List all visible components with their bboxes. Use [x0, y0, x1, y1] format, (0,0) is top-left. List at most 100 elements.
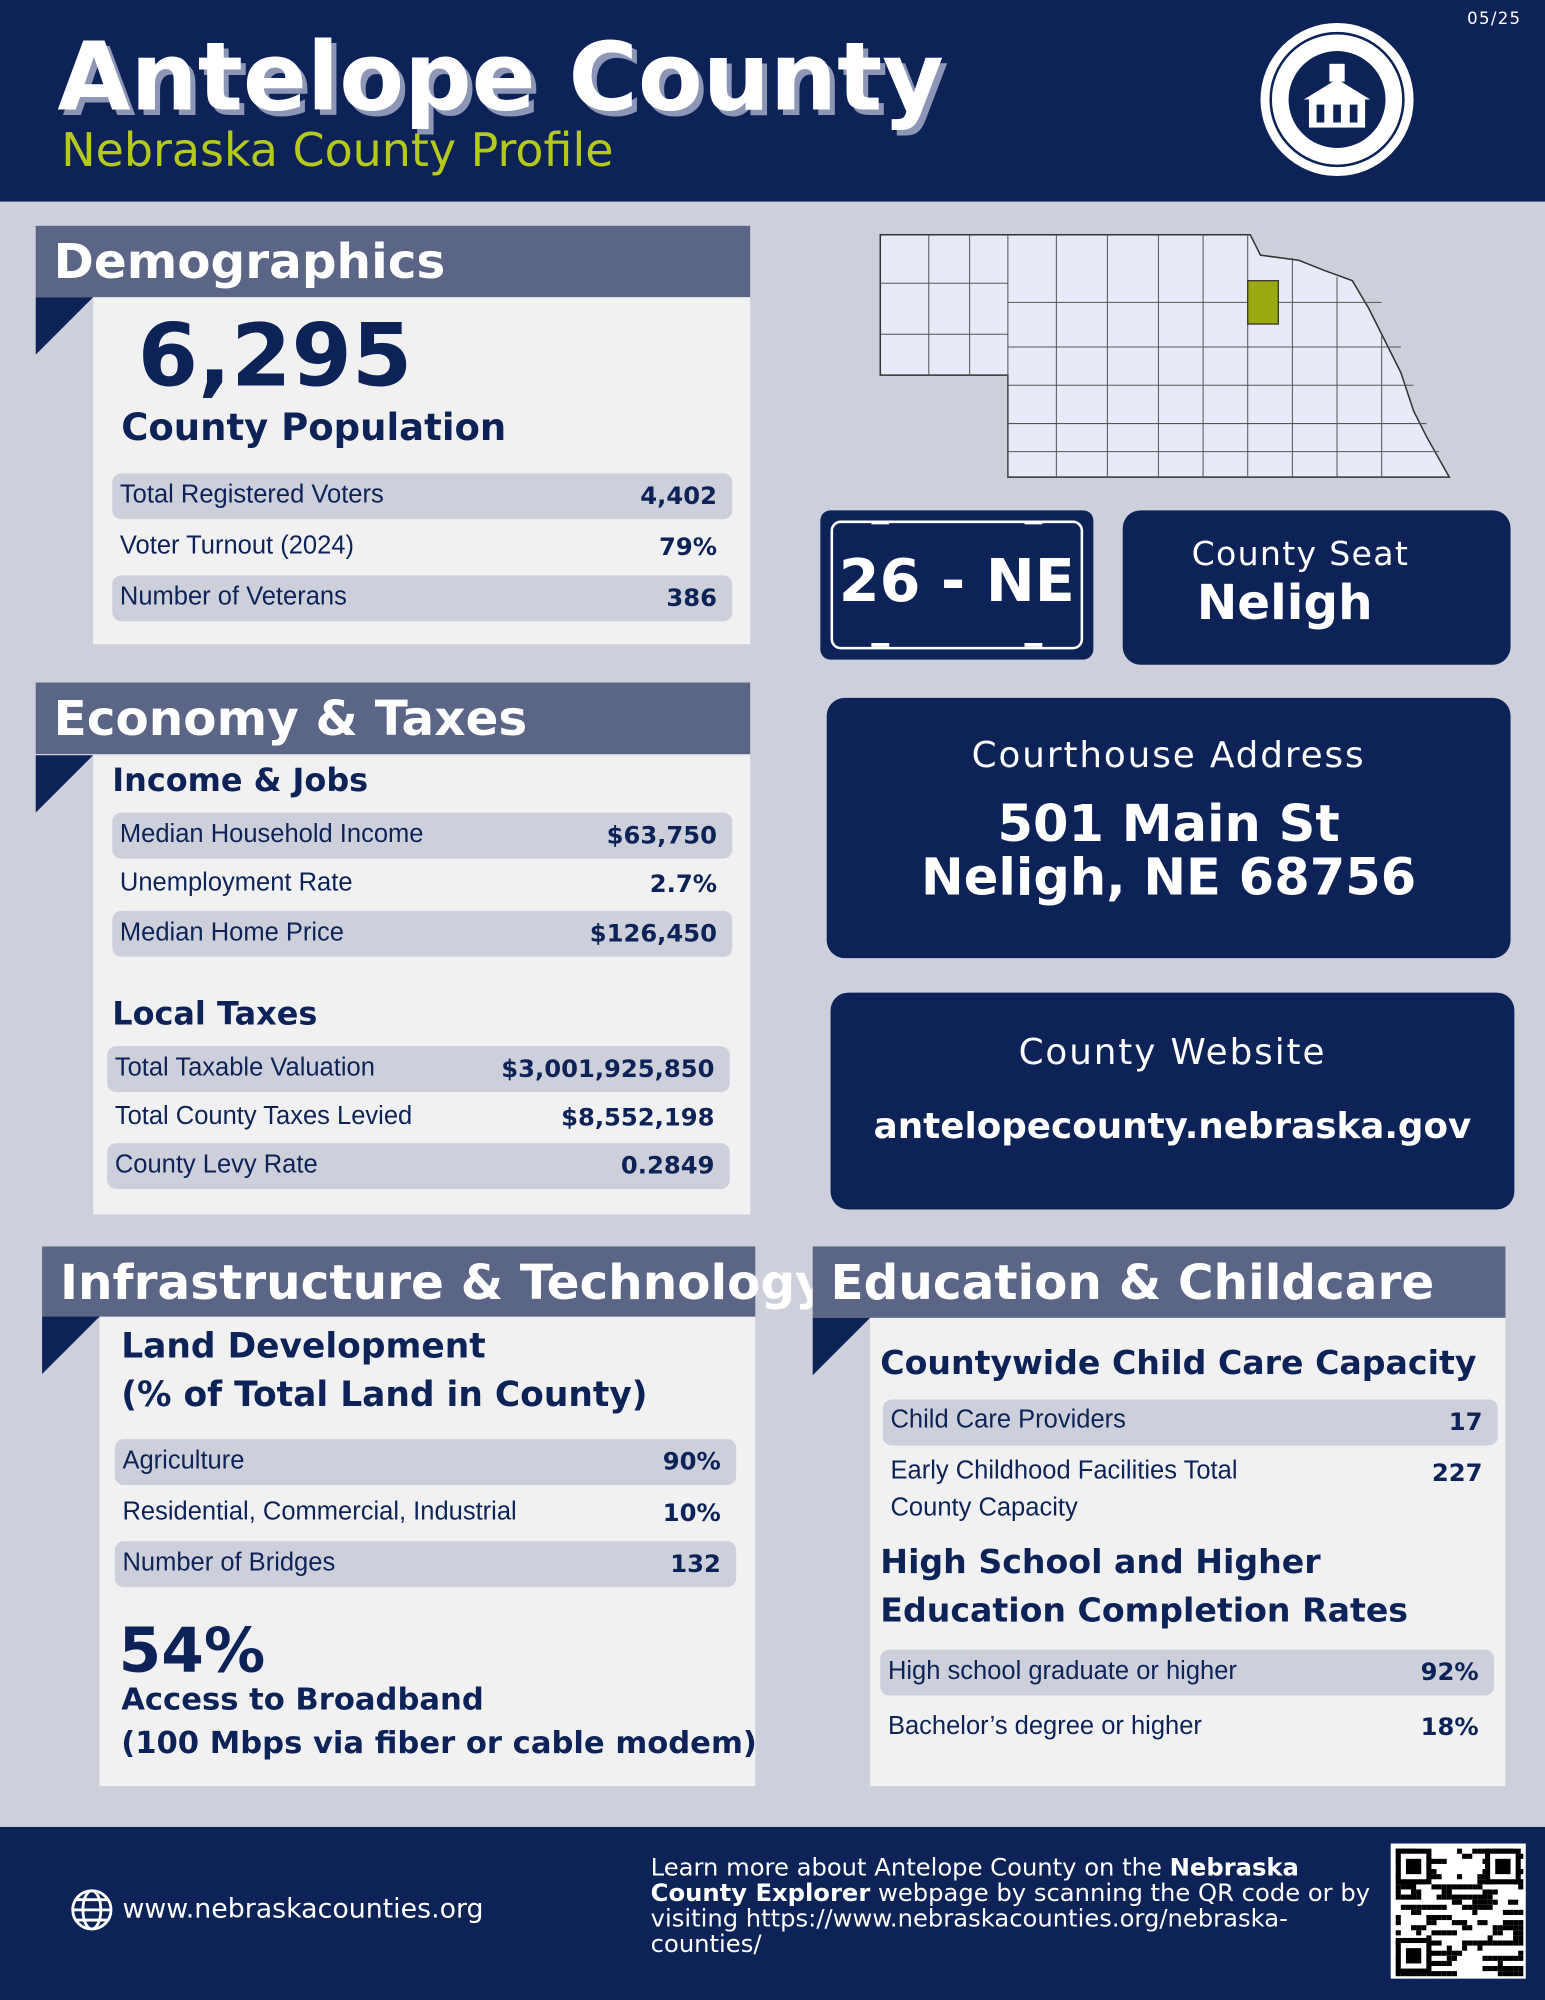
row-label: Child Care Providers	[890, 1405, 1126, 1434]
qr-module	[1446, 1971, 1452, 1977]
qr-module	[1431, 1869, 1437, 1875]
qr-module	[1395, 1889, 1401, 1895]
qr-module	[1451, 1971, 1457, 1977]
qr-module	[1431, 1971, 1437, 1977]
qr-module	[1492, 1899, 1498, 1905]
qr-module	[1426, 1920, 1432, 1926]
qr-module	[1456, 1920, 1463, 1926]
county-seat-label: County Seat	[1191, 535, 1410, 575]
qr-module	[1492, 1925, 1498, 1931]
row-value: 0.2849	[620, 1152, 715, 1181]
qr-module	[1477, 1879, 1483, 1885]
subheading: Income & Jobs	[112, 761, 369, 799]
qr-module	[1497, 1930, 1503, 1936]
row-value: 10%	[662, 1499, 721, 1528]
footer-band	[0, 1826, 1545, 2000]
qr-module	[1497, 1966, 1503, 1972]
row-value: 79%	[658, 533, 717, 562]
qr-module	[1507, 1971, 1514, 1977]
qr-module	[1411, 1894, 1417, 1900]
row-label: Number of Veterans	[119, 583, 347, 612]
courthouse-address: 501 Main St	[997, 794, 1340, 854]
qr-module	[1405, 1858, 1422, 1875]
qr-module	[1518, 1950, 1524, 1956]
section-heading: Infrastructure & Technology	[42, 1246, 827, 1318]
qr-module	[1487, 1940, 1493, 1946]
qr-module	[1467, 1940, 1473, 1946]
website-link[interactable]: antelopecounty.nebraska.gov	[873, 1104, 1472, 1147]
population-label: County Population	[121, 405, 507, 450]
qr-module	[1405, 1884, 1412, 1890]
qr-module	[1446, 1884, 1452, 1890]
row-label: Early Childhood Facilities Total County …	[890, 1456, 1238, 1523]
qr-module	[1467, 1853, 1473, 1859]
row-value: 2.7%	[649, 870, 717, 899]
qr-module	[1451, 1899, 1457, 1905]
row-label: County Levy Rate	[114, 1150, 318, 1179]
subheading: Land Development	[121, 1326, 486, 1367]
qr-module	[1507, 1909, 1514, 1915]
qr-module	[1441, 1858, 1447, 1864]
qr-module	[1411, 1889, 1417, 1895]
qr-module	[1492, 1955, 1498, 1961]
qr-module	[1441, 1930, 1447, 1936]
qr-module	[1416, 1930, 1422, 1936]
qr-module	[1451, 1884, 1457, 1890]
qr-module	[1507, 1966, 1514, 1972]
qr-module	[1462, 1945, 1468, 1951]
qr-module	[1472, 1940, 1478, 1946]
broadband-label: Access to Broadband	[121, 1681, 484, 1718]
data-row: Total County Taxes Levied $8,552,198	[107, 1095, 730, 1141]
qr-module	[1451, 1894, 1457, 1900]
qr-module	[1431, 1858, 1437, 1864]
globe-icon	[71, 1889, 113, 1931]
qr-module	[1431, 1904, 1437, 1910]
qr-module	[1436, 1930, 1442, 1936]
qr-module	[1502, 1971, 1508, 1977]
qr-module	[1462, 1853, 1468, 1859]
qr-module	[1416, 1894, 1422, 1900]
courthouse-box: Courthouse Address 501 Main St Neligh, N…	[826, 697, 1511, 959]
qr-module	[1456, 1848, 1463, 1854]
qr-module	[1395, 1884, 1401, 1890]
qr-module	[1467, 1894, 1473, 1900]
row-value: $8,552,198	[561, 1103, 715, 1132]
qr-module	[1446, 1930, 1452, 1936]
qr-module	[1436, 1858, 1442, 1864]
footer-text-bold: Nebraska County Explorer	[650, 1853, 1299, 1908]
qr-module	[1497, 1925, 1503, 1931]
qr-module	[1456, 1894, 1463, 1900]
qr-module	[1400, 1884, 1406, 1890]
row-label: Median Home Price	[119, 918, 344, 947]
qr-module	[1431, 1884, 1437, 1890]
corner-accent	[35, 755, 94, 813]
courthouse-label: Courthouse Address	[971, 733, 1366, 776]
qr-module	[1456, 1874, 1463, 1880]
qr-module	[1487, 1966, 1493, 1972]
row-value: 17	[1448, 1408, 1483, 1437]
qr-module	[1492, 1966, 1498, 1972]
qr-module	[1492, 1930, 1498, 1936]
qr-module	[1451, 1930, 1457, 1936]
state-map	[879, 233, 1451, 478]
row-value: $3,001,925,850	[501, 1055, 715, 1084]
qr-module	[1507, 1920, 1514, 1926]
qr-module	[1495, 1858, 1511, 1875]
qr-module	[1487, 1904, 1493, 1910]
qr-code	[1390, 1843, 1526, 1979]
qr-module	[1482, 1889, 1488, 1895]
qr-module	[1436, 1971, 1442, 1977]
qr-module	[1431, 1874, 1437, 1880]
data-row: Median Home Price $126,450	[112, 910, 733, 957]
footer-url[interactable]: www.nebraskacounties.org	[122, 1893, 484, 1924]
qr-module	[1462, 1894, 1468, 1900]
qr-module	[1477, 1874, 1483, 1880]
subheading: High School and Higher	[880, 1543, 1321, 1582]
broadband-value: 54%	[118, 1615, 266, 1687]
subheading: Education Completion Rates	[880, 1592, 1409, 1631]
county-seat: Neligh	[1196, 574, 1373, 631]
qr-module	[1411, 1904, 1417, 1910]
qr-module	[1446, 1945, 1452, 1951]
qr-module	[1462, 1904, 1468, 1910]
